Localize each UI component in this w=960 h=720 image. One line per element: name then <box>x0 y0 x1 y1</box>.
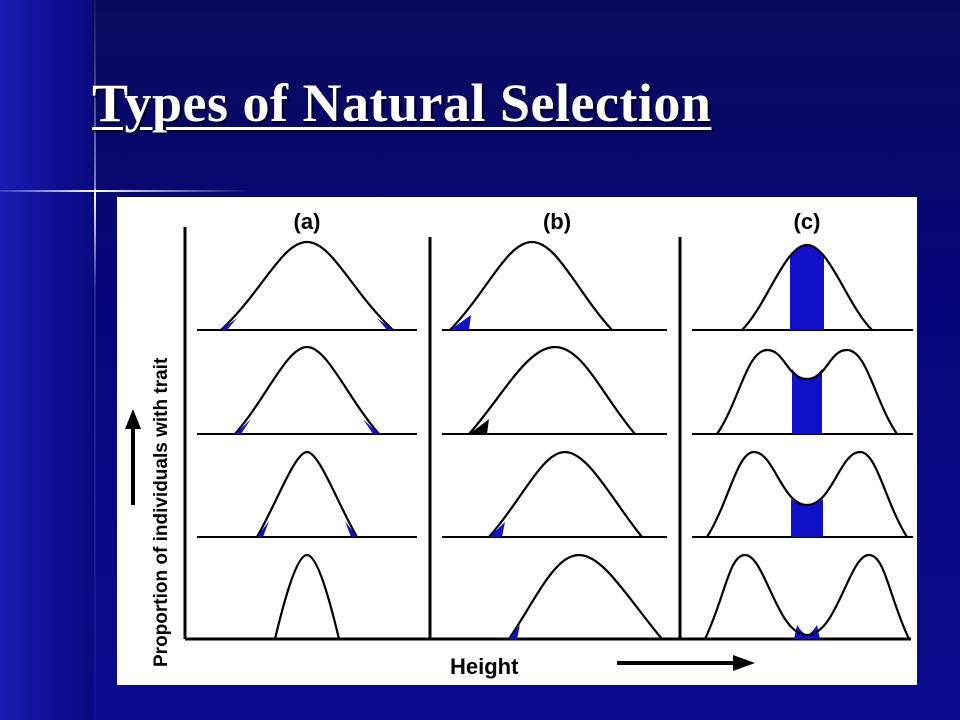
arrow-right-icon <box>617 655 755 671</box>
row-baselines <box>197 329 913 538</box>
center-fills-c <box>790 245 824 639</box>
light-flare-vertical <box>94 0 96 720</box>
curves-a <box>220 240 394 640</box>
x-axis-label: Height <box>450 654 519 679</box>
slide-title: Types of Natural Selection <box>92 73 712 133</box>
panel-label-b: (b) <box>543 209 571 234</box>
slide-left-band <box>0 0 92 720</box>
panel-label-c: (c) <box>794 209 821 234</box>
light-flare-horizontal <box>0 190 250 192</box>
tail-fills-b <box>450 315 520 639</box>
selection-diagram: (a) (b) (c) Proportion of individuals wi… <box>117 197 917 685</box>
panel-label-a: (a) <box>294 209 321 234</box>
diagram-svg: (a) (b) (c) Proportion of individuals wi… <box>125 209 913 679</box>
curves-b <box>449 240 663 640</box>
tail-fills-a <box>221 318 393 537</box>
arrow-up-icon <box>125 409 141 505</box>
curves-c <box>704 243 910 640</box>
y-axis-label: Proportion of individuals with trait <box>151 357 172 667</box>
